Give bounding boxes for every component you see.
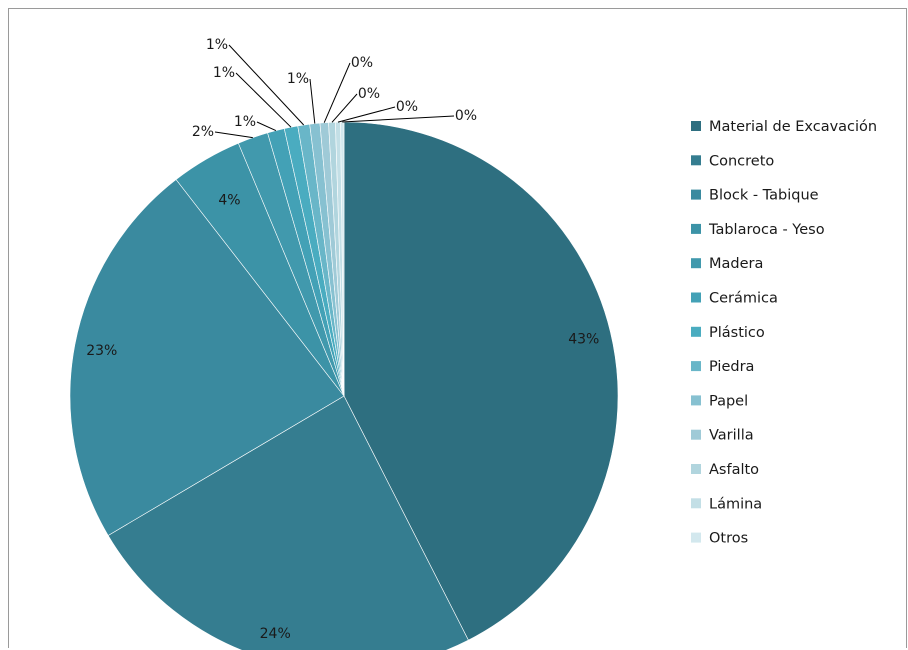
legend-label-piedra: Piedra: [709, 359, 754, 375]
chart-frame: [8, 8, 907, 648]
leader-line: [214, 131, 253, 139]
legend-swatch-varilla: [691, 429, 701, 440]
legend-swatch-material-de-excavacion: [691, 121, 701, 131]
legend-swatch-plastico: [691, 326, 701, 337]
legend-label-concreto: Concreto: [709, 153, 774, 169]
pie-data-label: 0%: [396, 99, 418, 115]
pie-slice-block-tabique: [69, 179, 345, 536]
legend-label-ceramica: Cerámica: [709, 291, 778, 307]
pie-data-label: 23%: [86, 343, 117, 359]
pie-slice-concreto: [107, 395, 469, 650]
pie-data-label: 4%: [218, 193, 240, 209]
legend-label-block-tabique: Block - Tabique: [709, 188, 819, 204]
legend-swatch-otros: [691, 532, 701, 543]
pie-data-label: 1%: [287, 71, 309, 87]
legend-label-lamina: Lámina: [709, 496, 762, 512]
pie-data-label: 1%: [234, 114, 256, 130]
legend-swatch-tablaroca-yeso: [691, 223, 701, 234]
pie-data-label: 43%: [568, 331, 599, 347]
legend-label-madera: Madera: [709, 256, 763, 272]
legend-swatch-papel: [691, 395, 701, 406]
legend-swatch-ceramica: [691, 292, 701, 303]
pie-data-label: 0%: [358, 86, 380, 102]
leader-line: [342, 115, 455, 123]
legend-swatch-piedra: [691, 361, 701, 372]
legend-swatch-concreto: [691, 155, 701, 166]
pie-data-label: 1%: [206, 37, 228, 53]
pie-data-label: 2%: [192, 124, 214, 140]
pie-slice-material-de-excavacion: [343, 121, 619, 641]
legend-swatch-lamina: [691, 498, 701, 509]
pie-data-label: 1%: [213, 65, 235, 81]
legend-swatch-asfalto: [691, 464, 701, 474]
leader-line: [309, 78, 316, 124]
leader-line: [235, 72, 292, 128]
legend-label-tablaroca-yeso: Tablaroca - Yeso: [708, 222, 825, 238]
leader-line: [323, 62, 351, 123]
legend-label-varilla: Varilla: [709, 428, 754, 444]
pie-data-label: 0%: [455, 108, 477, 124]
legend-label-plastico: Plástico: [709, 325, 765, 341]
pie-data-label: 0%: [351, 55, 373, 71]
leader-line: [331, 93, 358, 123]
legend-label-material-de-excavacion: Material de Excavación: [709, 119, 877, 135]
leader-line: [228, 44, 305, 126]
legend-label-papel: Papel: [709, 393, 748, 409]
legend-label-otros: Otros: [709, 531, 748, 547]
legend-label-asfalto: Asfalto: [709, 462, 759, 478]
legend-swatch-block-tabique: [691, 189, 701, 200]
leader-line: [256, 121, 277, 132]
legend-swatch-madera: [691, 258, 701, 269]
leader-line: [337, 106, 396, 123]
pie-data-label: 24%: [260, 626, 291, 642]
